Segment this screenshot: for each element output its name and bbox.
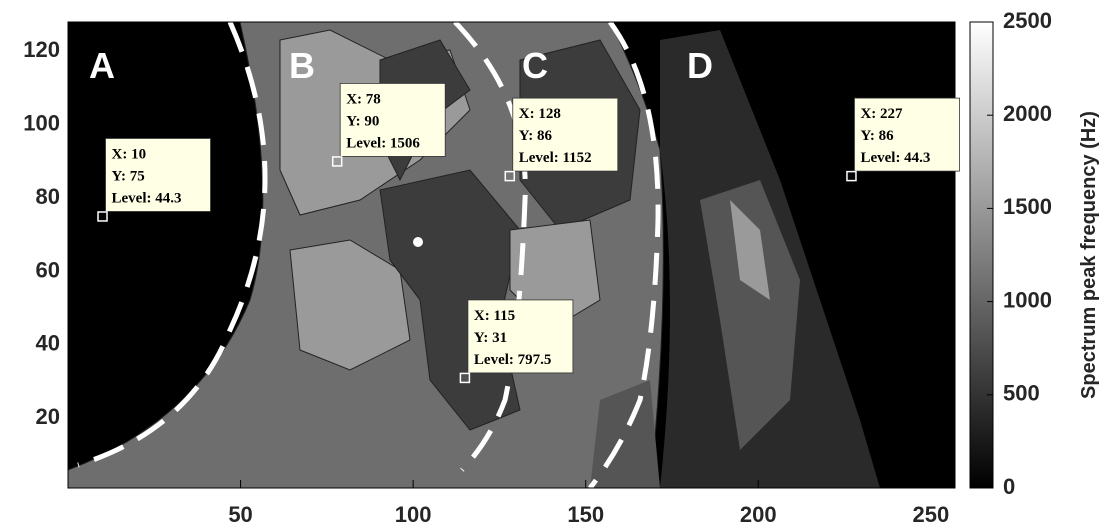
colorbar-label: Spectrum peak frequency (Hz) bbox=[1078, 111, 1100, 399]
datatip-marker bbox=[331, 156, 343, 167]
region-label: A bbox=[89, 45, 115, 86]
datatip-marker bbox=[97, 211, 108, 222]
y-tick-label: 20 bbox=[36, 404, 60, 429]
datatip-text: X: 227 bbox=[860, 106, 903, 122]
datatip-text: Level: 797.5 bbox=[474, 352, 551, 368]
datatip-text: Y: 90 bbox=[346, 113, 379, 129]
plot-frame bbox=[67, 21, 956, 489]
y-tick-label: 120 bbox=[23, 37, 60, 62]
y-tick-label: 100 bbox=[23, 111, 60, 136]
datatip-box bbox=[467, 299, 574, 374]
datatip-text: Level: 44.3 bbox=[112, 190, 182, 206]
colorbar bbox=[969, 21, 994, 489]
datatip-text: X: 128 bbox=[519, 106, 561, 122]
datatip-box bbox=[854, 97, 960, 172]
datatip-text: Y: 75 bbox=[112, 168, 145, 184]
x-tick-label: 250 bbox=[912, 502, 949, 527]
y-tick-label: 60 bbox=[36, 257, 60, 282]
x-tick-label: 50 bbox=[228, 502, 252, 527]
datatip-text: Level: 44.3 bbox=[860, 150, 930, 166]
colorbar-tick-label: 0 bbox=[1003, 474, 1015, 499]
datatip-text: Y: 86 bbox=[519, 128, 553, 144]
datatip-text: Level: 1506 bbox=[346, 135, 420, 151]
datatip-text: Y: 86 bbox=[860, 128, 894, 144]
colorbar-tick-label: 1500 bbox=[1003, 194, 1052, 219]
datatip-text: X: 115 bbox=[474, 308, 515, 324]
datatip-text: X: 10 bbox=[112, 146, 147, 162]
x-tick-label: 100 bbox=[395, 502, 432, 527]
datatip-box bbox=[339, 83, 446, 157]
y-tick-label: 80 bbox=[36, 184, 60, 209]
y-tick-label: 40 bbox=[36, 331, 60, 356]
datatip-box bbox=[105, 138, 211, 212]
x-tick-label: 150 bbox=[567, 502, 604, 527]
datatip-marker bbox=[846, 170, 857, 182]
region-label: C bbox=[522, 45, 548, 86]
region-label: B bbox=[289, 45, 315, 86]
datatip-marker bbox=[459, 372, 471, 384]
contour-field bbox=[68, 22, 955, 488]
colorbar-tick-label: 1000 bbox=[1003, 287, 1052, 312]
datatip-box bbox=[512, 97, 619, 172]
colorbar-tick-label: 2500 bbox=[1003, 8, 1052, 33]
datatip-marker bbox=[504, 170, 516, 182]
datatip-text: X: 78 bbox=[346, 91, 381, 107]
datatip-text: Y: 31 bbox=[474, 330, 507, 346]
colorbar-tick-label: 500 bbox=[1003, 381, 1040, 406]
colorbar-tick-label: 2000 bbox=[1003, 101, 1052, 126]
region-label: D bbox=[687, 45, 713, 86]
datatip-text: Level: 1152 bbox=[519, 150, 592, 166]
x-tick-label: 200 bbox=[740, 502, 777, 527]
